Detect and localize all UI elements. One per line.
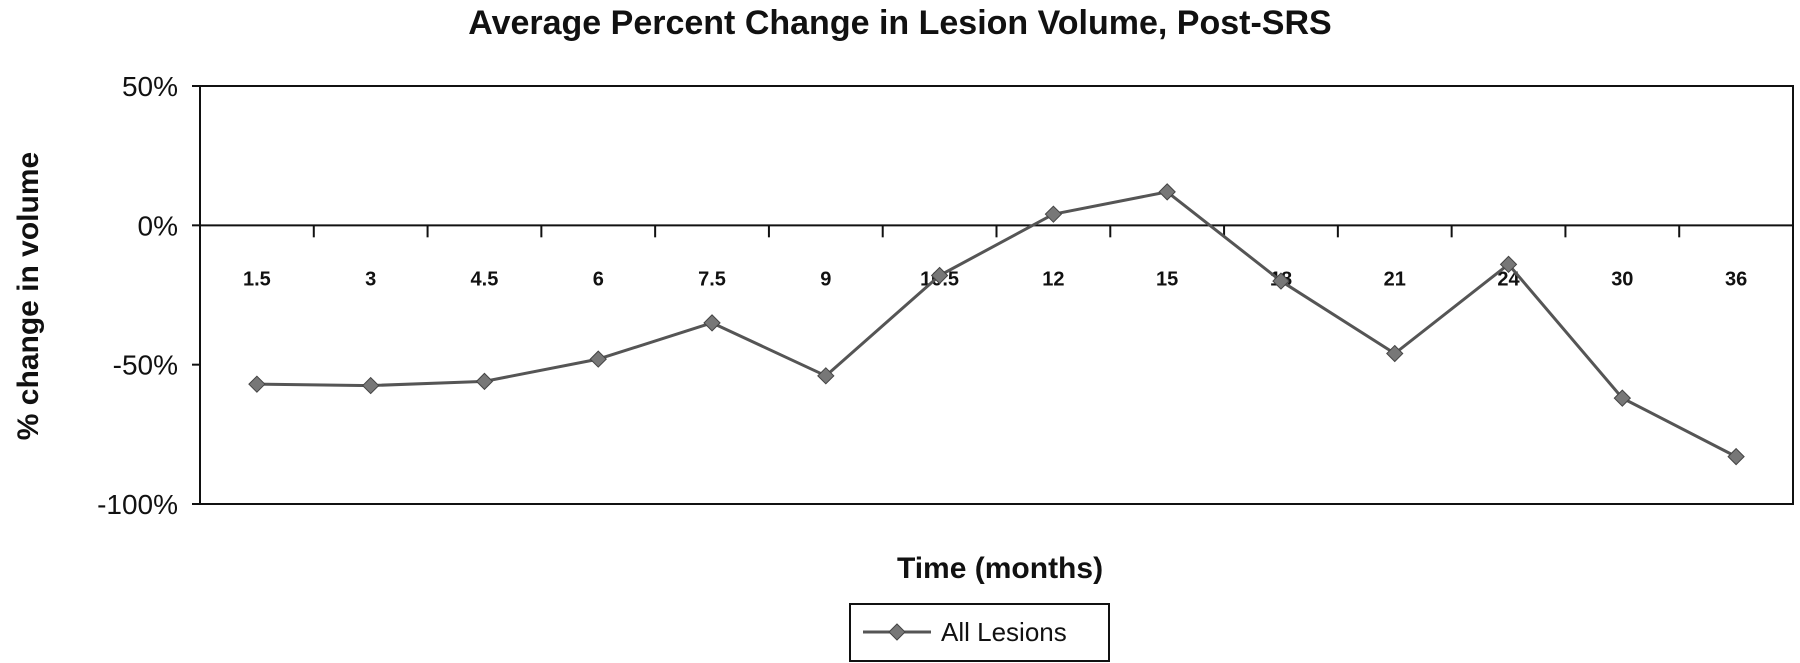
x-tick-label: 1.5 xyxy=(243,268,271,290)
x-axis: 1.534.567.5910.512151821243036 xyxy=(199,224,1794,290)
legend-marker-icon xyxy=(888,623,906,641)
x-tick-label: 3 xyxy=(365,268,376,290)
y-axis-ticks: 50% 0% -50% -100% xyxy=(97,71,200,520)
x-tick-label: 21 xyxy=(1384,268,1406,290)
legend-label: All Lesions xyxy=(941,617,1067,647)
data-point xyxy=(589,350,607,368)
x-tick-label: 36 xyxy=(1725,268,1747,290)
data-point xyxy=(817,367,835,385)
x-axis-title: Time (months) xyxy=(897,552,1103,585)
y-tick-label: 50% xyxy=(122,71,178,102)
x-tick-label: 4.5 xyxy=(471,268,499,290)
data-point xyxy=(1044,205,1063,223)
x-tick-label: 30 xyxy=(1611,268,1633,290)
data-point xyxy=(1499,255,1518,274)
series-line xyxy=(256,190,1737,458)
plot-area xyxy=(199,85,1794,505)
x-tick-label: 7.5 xyxy=(698,268,726,290)
x-tick-label: 15 xyxy=(1156,268,1178,290)
data-point xyxy=(361,376,380,395)
chart-title: Average Percent Change in Lesion Volume,… xyxy=(468,4,1331,42)
series-layer xyxy=(248,183,1745,466)
data-point xyxy=(703,314,721,332)
y-axis-title: % change in volume xyxy=(12,152,45,440)
x-tick-label: 6 xyxy=(593,268,604,290)
data-point xyxy=(475,372,494,391)
data-point xyxy=(1386,344,1404,363)
data-point xyxy=(930,266,949,285)
data-point xyxy=(1613,389,1632,407)
data-point xyxy=(1158,183,1176,201)
x-tick-label: 12 xyxy=(1042,268,1064,290)
data-point xyxy=(248,375,266,393)
y-tick-label: 0% xyxy=(138,210,178,241)
data-point xyxy=(1727,447,1745,466)
legend: All Lesions xyxy=(849,603,1110,662)
y-tick-label: -50% xyxy=(113,350,178,381)
y-tick-label: -100% xyxy=(97,489,178,520)
x-tick-label: 9 xyxy=(820,268,831,290)
data-point xyxy=(1272,272,1290,290)
